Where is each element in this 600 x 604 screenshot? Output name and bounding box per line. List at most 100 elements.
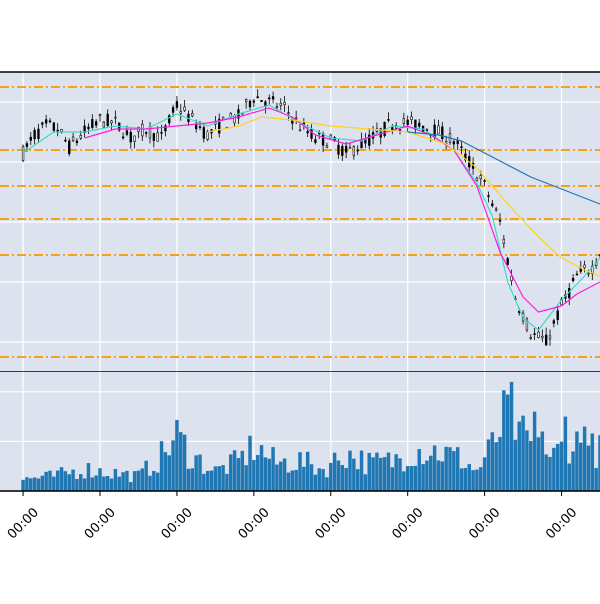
candle-body (533, 333, 536, 335)
volume-bar (429, 455, 433, 491)
volume-bar (275, 464, 279, 491)
candle-body (79, 134, 82, 139)
volume-bar (359, 450, 364, 491)
candle-body (544, 334, 548, 346)
candle-body (271, 96, 275, 100)
candle-body (244, 99, 248, 103)
candle-body (510, 275, 513, 282)
volume-bar (94, 475, 98, 491)
candle-body (87, 126, 90, 130)
volume-bar (394, 454, 398, 491)
volume-bar (344, 468, 348, 491)
candle-body (321, 133, 325, 146)
candle-body (191, 113, 194, 117)
candle-body (279, 102, 282, 106)
candle-body (452, 141, 456, 145)
volume-bar (194, 455, 198, 491)
volume-bar (494, 442, 498, 491)
volume-bar (144, 460, 148, 491)
volume-bar (332, 452, 337, 491)
volume-bar (590, 433, 595, 491)
volume-bar (317, 468, 321, 491)
volume-bar (598, 435, 600, 491)
candle-body (344, 145, 348, 153)
candle-body (591, 265, 594, 275)
candle-body (275, 106, 279, 108)
candle-body (44, 119, 48, 124)
candle-body (379, 128, 382, 138)
volume-bar (579, 442, 583, 491)
volume-bar (302, 466, 306, 491)
volume-bar (321, 469, 325, 491)
candle-body (183, 106, 186, 111)
volume-bar (536, 437, 541, 491)
volume-bar (413, 465, 418, 491)
candle-body (487, 195, 490, 198)
volume-bar (44, 471, 48, 491)
volume-bar (244, 465, 248, 491)
candle-body (268, 97, 271, 100)
candle-body (298, 129, 302, 132)
volume-bar (36, 478, 41, 491)
volume-bar (382, 457, 387, 491)
candle-body (129, 131, 132, 143)
moving-average-line (22, 104, 600, 331)
candle-body (144, 132, 148, 134)
volume-bar (125, 470, 129, 491)
volume-bar (290, 470, 295, 491)
volume-bar (240, 450, 245, 491)
volume-bar (509, 381, 514, 491)
volume-bar (217, 466, 221, 491)
candle-body (83, 125, 86, 133)
volume-bar (336, 460, 341, 491)
volume-bar (140, 468, 145, 491)
candle-body (556, 310, 559, 321)
candle-body (114, 116, 117, 119)
volume-bar (513, 439, 518, 491)
volume-bar (440, 461, 445, 491)
volume-bar (263, 457, 268, 491)
volume-bar (363, 474, 368, 491)
volume-bar (540, 431, 545, 491)
candle-body (583, 264, 586, 269)
candle-body (37, 128, 40, 139)
volume-bar (355, 469, 360, 491)
volume-bar (213, 466, 218, 491)
candle-body (433, 124, 436, 138)
candle-body (41, 122, 44, 125)
candle-body (21, 146, 25, 161)
volume-bar (182, 434, 187, 491)
candle-body (260, 99, 263, 103)
candle-body (60, 129, 63, 132)
volume-bar (282, 458, 287, 491)
candle-body (314, 139, 317, 143)
volume-bar (432, 445, 437, 491)
volume-bar (567, 463, 571, 491)
volume-bar (379, 457, 383, 491)
volume-bar (229, 454, 233, 491)
candle-body (387, 119, 390, 121)
volume-bar (452, 451, 456, 491)
volume-bar (25, 477, 29, 491)
candle-body (341, 145, 344, 156)
candle-body (160, 131, 163, 134)
volume-bar (475, 469, 479, 491)
candle-body (202, 127, 206, 139)
volume-bar (286, 472, 291, 491)
volume-bar (371, 457, 375, 491)
volume-bar (209, 470, 214, 491)
volume-bar (559, 441, 564, 491)
volume-bar (313, 474, 318, 491)
volume-bar (82, 478, 87, 491)
volume-bar (63, 471, 68, 491)
volume-bar (582, 426, 587, 491)
volume-bar (90, 477, 95, 491)
volume-bar (109, 478, 114, 491)
volume-bar (471, 470, 475, 491)
candle-body (356, 149, 359, 152)
candle-body (310, 129, 313, 139)
candle-body (164, 125, 167, 132)
volume-bar (279, 461, 283, 491)
volume-bar (175, 419, 179, 491)
